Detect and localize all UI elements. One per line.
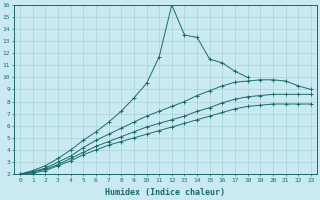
X-axis label: Humidex (Indice chaleur): Humidex (Indice chaleur) — [106, 188, 226, 197]
